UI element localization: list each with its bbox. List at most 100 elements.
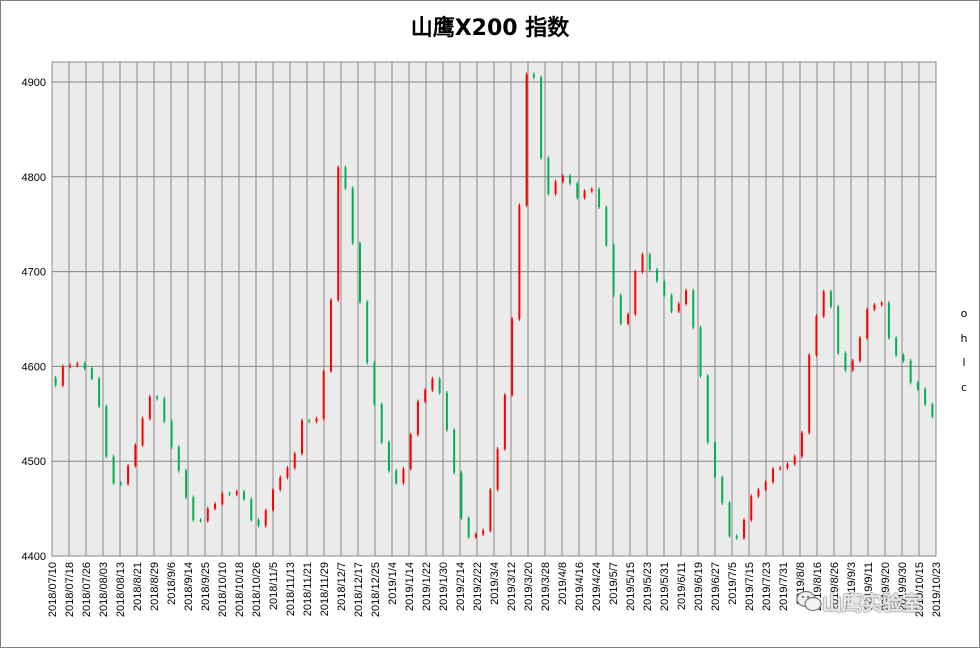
x-tick-label: 2019/4/8 [557,562,569,605]
legend-item-h: h [960,331,968,345]
candle-body [148,396,151,419]
candle-body [619,295,622,324]
candle-body [742,519,745,538]
candle-body [416,401,419,435]
watermark-text: 山鹰实验室 [822,591,922,615]
candle-body [540,77,543,158]
candle-body [127,465,130,484]
candle-body [706,375,709,443]
legend-item-o: o [960,307,968,320]
candle-body [677,303,680,312]
candle-body [837,306,840,354]
candle-body [895,337,898,356]
x-tick-label: 2018/12/25 [370,562,382,617]
x-tick-label: 2018/08/03 [98,562,110,617]
candle-body [844,353,847,371]
candle-body [735,536,738,538]
x-tick-label: 2019/6/11 [676,562,688,610]
candle-body [779,467,782,469]
candle-body [293,453,296,468]
candle-body [786,464,789,468]
candle-body [525,74,528,206]
candle-body [272,489,274,511]
candle-body [206,508,209,521]
candle-body [199,519,202,521]
candle-body [344,167,347,189]
candle-body [300,420,303,454]
candle-body [583,191,586,198]
candle-body [119,483,122,485]
x-tick-label: 2019/6/27 [710,562,722,611]
x-tick-label: 2019/5/15 [625,562,637,611]
candle-body [598,189,601,208]
candle-body [163,398,166,422]
candle-body [627,314,630,324]
candle-body [387,442,390,471]
x-tick-label: 2019/2/22 [472,562,484,611]
x-tick-label: 2018/11/13 [285,562,297,616]
candle-body [815,316,818,356]
y-tick-label: 4600 [22,361,46,373]
candle-body [721,477,724,503]
candle-body [873,304,876,310]
x-tick-label: 2019/9/30 [897,562,909,611]
x-tick-label: 2019/1/14 [404,562,416,611]
x-tick-label: 2018/9/6 [166,562,178,605]
candle-body [395,470,398,484]
candle-body [315,418,318,422]
x-tick-label: 2018/07/26 [81,562,93,617]
y-tick-label: 4700 [22,267,46,279]
candle-body [764,482,767,490]
candle-body [518,205,521,319]
x-tick-label: 2018/11/21 [302,562,314,616]
candle-body [243,491,246,500]
candle-body [866,309,869,338]
candle-body [402,468,405,484]
x-tick-label: 2019/9/3 [846,562,858,605]
candle-body [329,300,332,372]
candle-body [576,183,579,198]
legend: o h l c [958,302,970,400]
candle-body [641,254,644,272]
candle-body [424,390,427,402]
candle-body [829,291,832,307]
y-tick-label: 4800 [22,172,46,184]
candle-body [532,74,535,78]
x-tick-label: 2018/8/29 [149,562,161,611]
candle-body [431,378,434,391]
x-tick-label: 2019/7/15 [744,562,756,611]
candle-body [656,269,659,282]
candle-body [235,491,238,495]
x-tick-label: 2019/2/14 [455,562,467,611]
candle-body [931,404,934,417]
candle-body [214,503,217,509]
candle-body [685,290,688,304]
x-tick-label: 2019/5/31 [659,562,671,611]
candle-body [83,363,86,369]
x-tick-label: 2018/12/7 [336,562,348,611]
candle-body [170,421,173,447]
candle-body [358,243,361,302]
candle-body [76,363,79,366]
candle-body [605,207,608,246]
candle-body [714,442,716,478]
candle-body [547,157,550,194]
x-tick-label: 2018/07/10 [47,562,59,617]
x-tick-label: 2019/3/12 [506,562,518,611]
candle-body [264,510,267,526]
candle-body [692,290,695,328]
candle-body [757,489,760,497]
candle-body [250,499,253,520]
candle-body [648,254,651,270]
candle-body [482,530,485,535]
candle-body [286,467,289,478]
candle-body [156,396,159,399]
candle-body [366,301,369,363]
candle-body [858,337,861,361]
candle-body [373,362,376,405]
x-tick-label: 2019/5/7 [608,562,620,605]
candle-body [380,404,383,443]
x-tick-label: 2018/11/29 [319,562,331,616]
candle-body [54,377,57,386]
